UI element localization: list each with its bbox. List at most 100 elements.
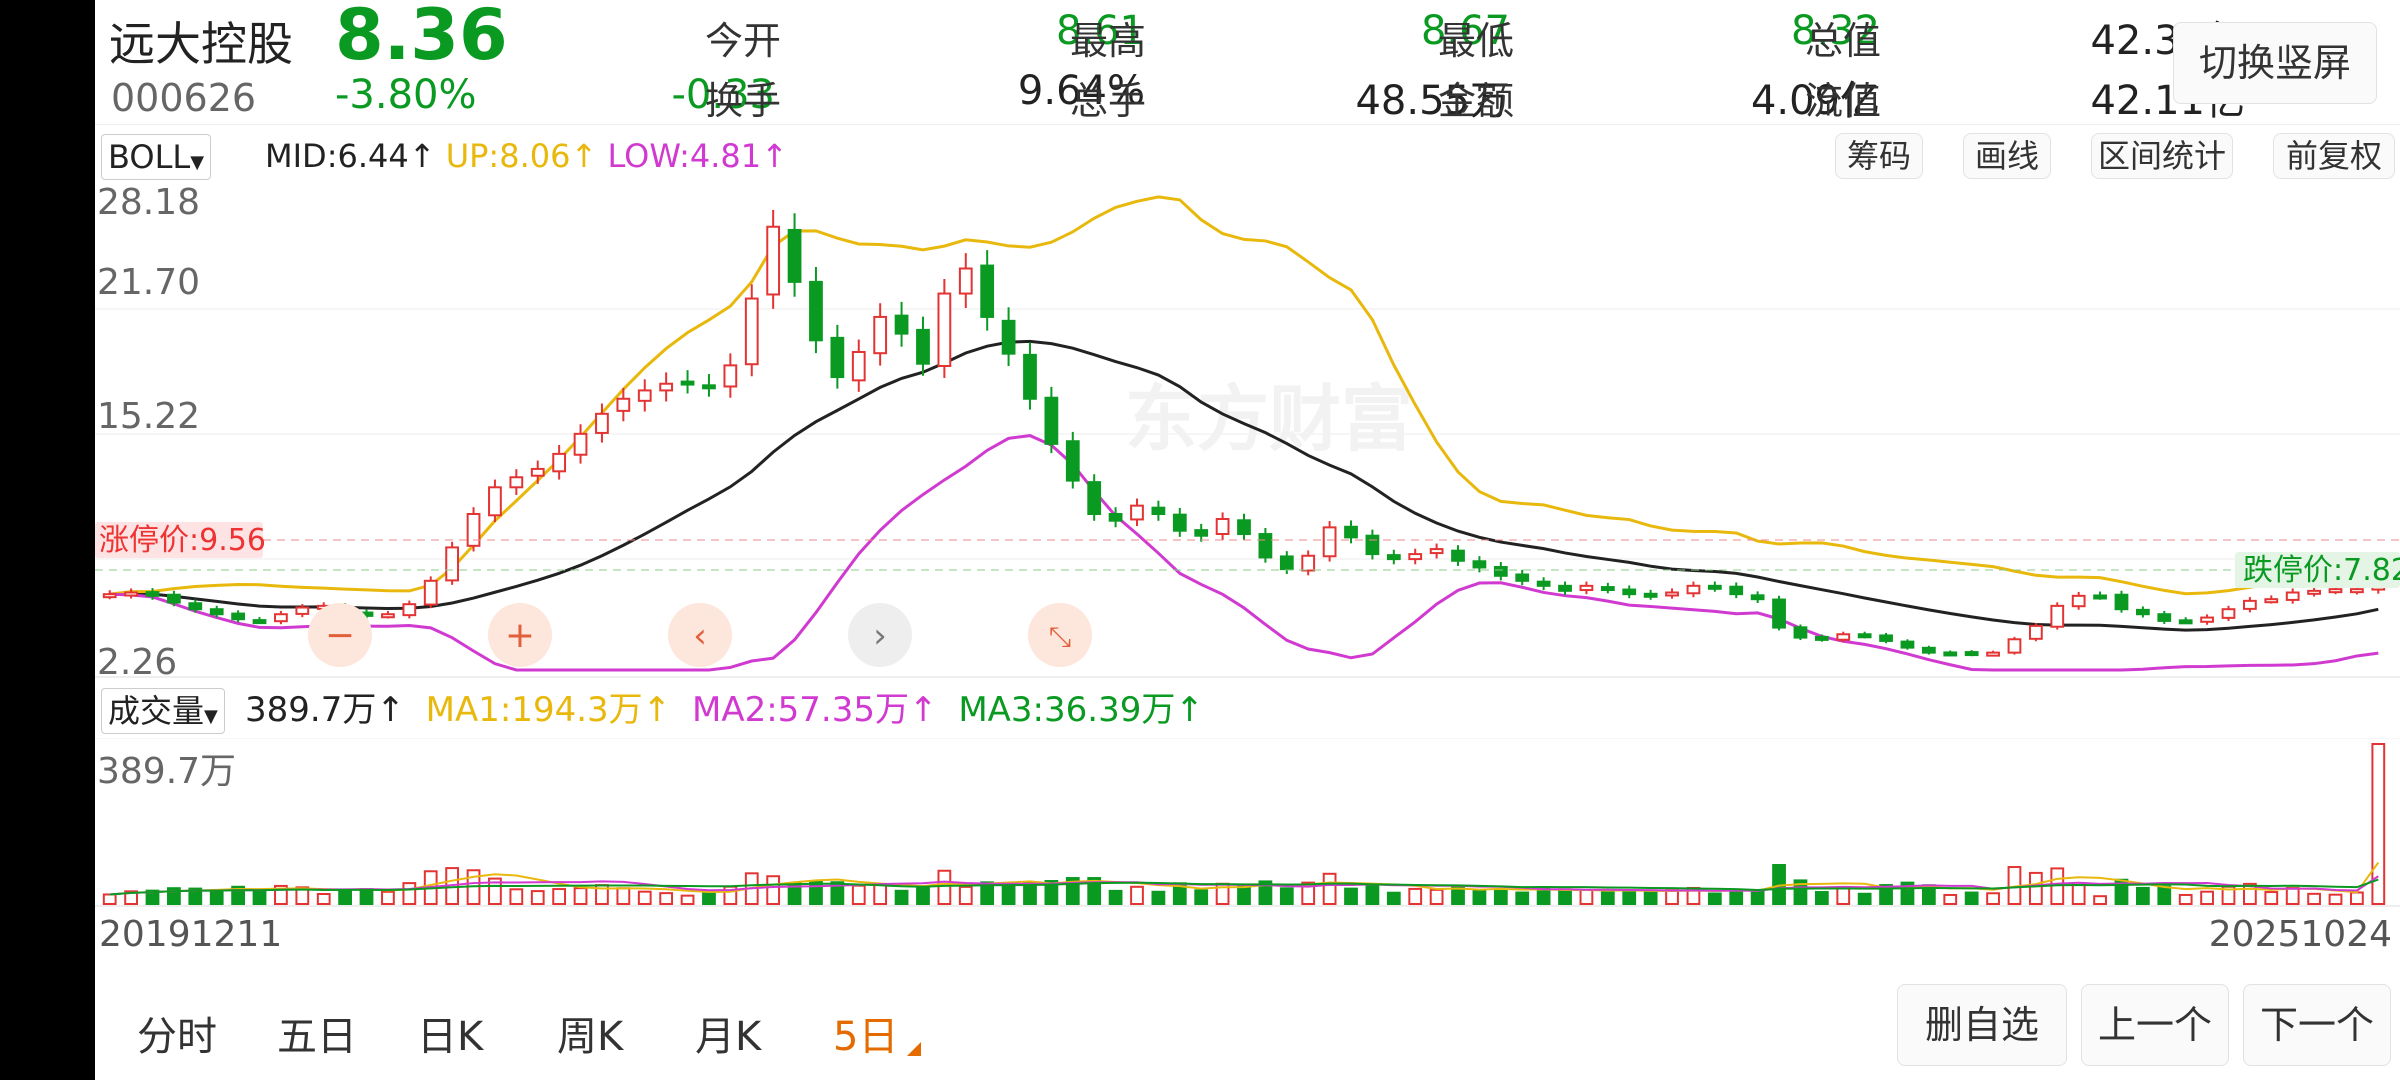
tab-daily-k[interactable]: 日K [417, 1014, 484, 1060]
zoom-in-button[interactable]: + [488, 603, 552, 667]
volume-bar [1493, 888, 1508, 906]
scroll-right-button[interactable]: › [848, 603, 912, 667]
volume-bar [167, 887, 181, 905]
tab-five-day[interactable]: 五日 [277, 1014, 357, 1060]
candle [2093, 594, 2107, 600]
high-label: 最高 [1070, 19, 1147, 63]
upper-value: UP:8.06 [445, 137, 571, 175]
volume-bar [316, 893, 331, 906]
range-stats-button[interactable]: 区间统计 [2091, 133, 2233, 179]
candle [209, 608, 224, 616]
limit-down-tag: 跌停价:7.82 [2243, 553, 2400, 588]
volume-bar [1130, 885, 1144, 906]
header-divider [95, 124, 2400, 125]
volume-indicator-values: 389.7万↑ MA1:194.3万↑ MA2:57.35万↑ MA3:36.3… [245, 688, 1204, 732]
volume-bar [1194, 889, 1209, 905]
candle [916, 328, 930, 365]
stock-name: 远大控股 [109, 17, 293, 71]
volume-bar [616, 887, 631, 905]
volume-bar [2157, 885, 2172, 905]
tab-weekly-k[interactable]: 周K [557, 1014, 624, 1060]
candle [1622, 588, 1637, 596]
volume-bar [1900, 881, 1915, 905]
volume-bar [2028, 871, 2043, 905]
volume-bar [231, 885, 245, 905]
volume-bar [509, 888, 524, 906]
amount-value: 4.09亿 [1750, 78, 1880, 124]
zoom-out-button[interactable]: − [308, 603, 372, 667]
volume-bar [2200, 890, 2214, 905]
volume-bar [338, 888, 353, 906]
candle [1344, 525, 1358, 539]
collapse-button[interactable]: ⤡ [1028, 603, 1092, 667]
candle [466, 513, 481, 547]
candle [1857, 633, 1872, 639]
volume-bar [958, 885, 973, 906]
limit-down-tag-bg [2235, 552, 2400, 588]
up-arrow-icon: ↑ [1175, 690, 1204, 730]
chevron-down-icon: ▼ [190, 152, 205, 173]
volume-bar [1665, 889, 1679, 906]
volume-bar [573, 887, 588, 905]
volume-bar [1986, 892, 2000, 906]
volume-label: 总手 [1070, 79, 1147, 123]
chevron-down-icon: ▼ [204, 706, 218, 727]
kline-chart[interactable]: 东方财富 28.18 21.70 15.22 2.26 涨停价:9.56 跌停价… [95, 184, 2400, 678]
app-screen: 远大控股 8.36 000626 -3.80% -0.33 今开 8.61 最高… [95, 0, 2400, 1080]
open-label: 今开 [705, 19, 782, 63]
boll-mid-line [109, 339, 2379, 632]
volume-bar [1065, 877, 1080, 906]
stock-code: 000626 [111, 76, 257, 120]
up-arrow-icon: ↑ [408, 137, 436, 175]
volume-bar [1386, 891, 1401, 905]
boll-lower-line [109, 434, 2379, 672]
volume-bars [102, 743, 2386, 906]
volume-bar [1943, 893, 1958, 905]
volume-bar [1879, 884, 1893, 905]
indicator-selector[interactable]: BOLL▼ [101, 134, 212, 180]
switch-portrait-button[interactable]: 切换竖屏 [2173, 22, 2377, 104]
indicator-values: MID:6.44↑ UP:8.06↑ LOW:4.81↑ [265, 134, 788, 178]
low-label: 最低 [1438, 19, 1515, 63]
scroll-left-button[interactable]: ‹ [668, 603, 732, 667]
volume-bar [2243, 882, 2257, 905]
candle [2200, 616, 2214, 623]
candle [680, 380, 695, 386]
candle [2050, 604, 2065, 628]
candle [1023, 353, 1037, 400]
candle [1365, 534, 1380, 556]
volume-bar [1857, 892, 1872, 906]
volume-bar [1707, 892, 1722, 905]
candle [1665, 591, 1679, 597]
candle [530, 467, 545, 477]
volume-bar [1087, 877, 1102, 905]
candle [1386, 554, 1401, 561]
adjust-button[interactable]: 前复权 [2273, 133, 2395, 179]
draw-line-button[interactable]: 画线 [1963, 133, 2051, 179]
candles [102, 209, 2386, 657]
candle [188, 602, 203, 611]
volume-bar [2328, 893, 2343, 906]
candle [1472, 560, 1487, 569]
volume-bar [381, 890, 395, 905]
volume-bar [2307, 892, 2321, 906]
chips-button[interactable]: 筹码 [1835, 133, 1923, 179]
candle [573, 432, 588, 456]
volume-indicator-selector[interactable]: 成交量▼ [101, 688, 225, 734]
volume-bar [1429, 888, 1444, 905]
volume-bar [1472, 889, 1487, 905]
remove-watchlist-button[interactable]: 删自选 [1897, 984, 2067, 1066]
tab-monthly-k[interactable]: 月K [695, 1014, 762, 1060]
candle [1943, 651, 1958, 657]
candle [616, 397, 631, 412]
candle [1515, 573, 1530, 582]
tab-5-day-k[interactable]: 5日 [833, 1014, 899, 1060]
volume-bar [702, 890, 716, 905]
next-button[interactable]: 下一个 [2243, 984, 2391, 1066]
tab-intraday[interactable]: 分时 [137, 1014, 217, 1060]
previous-button[interactable]: 上一个 [2081, 984, 2229, 1066]
candle [509, 476, 524, 489]
volume-chart[interactable]: 389.7万 [95, 738, 2400, 908]
volume-bar [1344, 887, 1358, 906]
change-percent: -3.80% [335, 72, 477, 118]
